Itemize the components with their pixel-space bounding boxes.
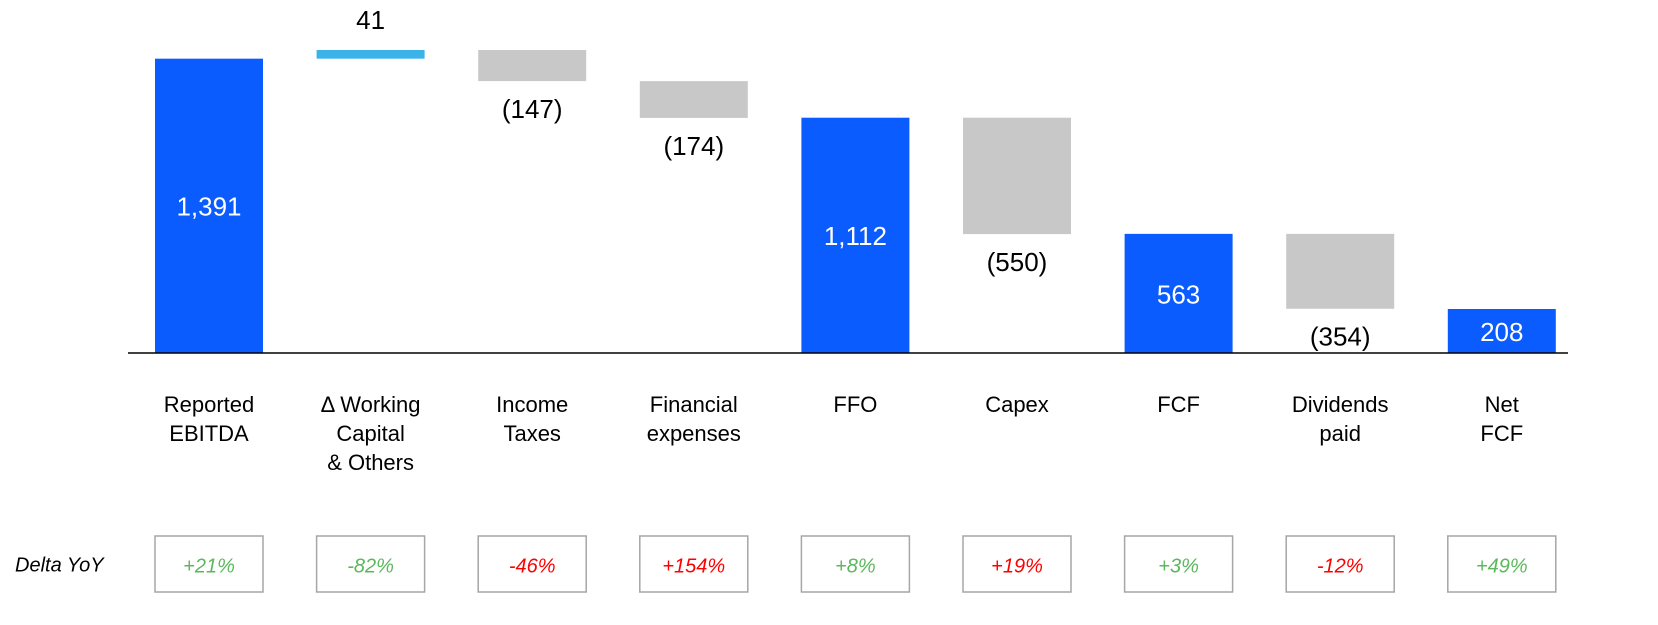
x-tick-label: FFO <box>833 392 877 417</box>
yoy-box <box>315 535 426 593</box>
yoy-label: Delta YoY <box>15 554 105 576</box>
value-label: 1,112 <box>824 221 887 251</box>
yoy-value: +154% <box>662 555 725 577</box>
value-label: (174) <box>663 131 724 161</box>
x-tick-label: expenses <box>647 421 741 446</box>
bar <box>478 50 587 82</box>
value-label: 563 <box>1157 279 1200 309</box>
value-label: 208 <box>1480 317 1523 347</box>
x-tick-label: & Others <box>327 450 414 475</box>
x-tick-label: paid <box>1319 421 1361 446</box>
yoy-box <box>477 535 587 593</box>
x-tick-label: Income <box>496 392 568 417</box>
bar <box>639 81 748 118</box>
value-label: (147) <box>502 94 563 124</box>
value-label: 41 <box>356 5 385 35</box>
bar <box>801 117 910 353</box>
bar <box>1124 233 1233 353</box>
yoy-value: +49% <box>1476 555 1528 577</box>
bar <box>1286 233 1395 309</box>
bar <box>316 50 425 59</box>
bar <box>1447 308 1556 353</box>
yoy-value: +21% <box>183 555 235 577</box>
x-tick-label: FCF <box>1157 392 1200 417</box>
yoy-value: +19% <box>991 555 1043 577</box>
x-tick-label: Reported <box>164 392 255 417</box>
bar <box>155 58 263 353</box>
x-tick-label: Taxes <box>503 421 560 446</box>
value-label: (354) <box>1310 322 1371 352</box>
x-tick-label: Net <box>1485 392 1519 417</box>
yoy-box <box>800 535 911 593</box>
yoy-value: -82% <box>347 555 394 577</box>
yoy-box <box>962 535 1072 593</box>
yoy-box <box>154 535 264 593</box>
value-label: 1,391 <box>176 192 241 222</box>
x-tick-label: Δ Working <box>321 392 421 417</box>
yoy-box <box>1123 535 1234 593</box>
x-tick-label: Capex <box>985 392 1049 417</box>
yoy-box <box>639 535 749 593</box>
x-tick-label: FCF <box>1480 421 1523 446</box>
yoy-value: -46% <box>509 555 556 577</box>
yoy-value: +3% <box>1158 555 1199 577</box>
yoy-box <box>1285 535 1395 593</box>
x-tick-label: Capital <box>336 421 404 446</box>
x-tick-label: EBITDA <box>169 421 249 446</box>
x-tick-label: Dividends <box>1292 392 1389 417</box>
yoy-value: +8% <box>835 555 876 577</box>
x-tick-label: Financial <box>650 392 738 417</box>
value-label: (550) <box>987 247 1048 277</box>
yoy-value: -12% <box>1317 555 1364 577</box>
bar <box>963 117 1071 235</box>
yoy-box <box>1447 535 1557 593</box>
